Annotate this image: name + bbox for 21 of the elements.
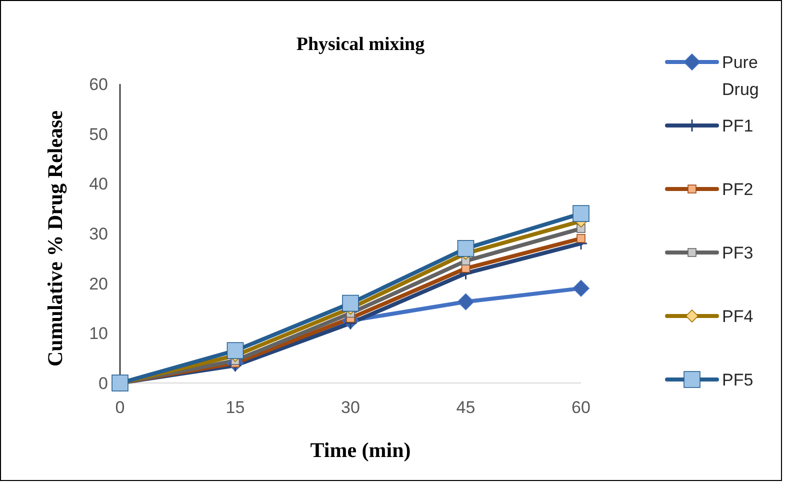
x-axis-title: Time (min) xyxy=(310,438,411,462)
y-axis-title: Cumulative % Drug Release xyxy=(43,110,67,367)
x-tick-label: 0 xyxy=(115,398,125,417)
y-tick-label: 20 xyxy=(89,274,108,294)
x-tick-label: 30 xyxy=(341,398,360,417)
legend-label: Pure Drug xyxy=(722,52,759,100)
legend-label: PF2 xyxy=(722,180,754,199)
y-tick-label: 30 xyxy=(89,224,108,244)
legend-label: PF3 xyxy=(722,243,754,262)
chart-title: Physical mixing xyxy=(296,34,426,55)
y-tick-label: 10 xyxy=(89,324,108,344)
x-tick-label: 15 xyxy=(226,398,245,417)
y-tick-label: 60 xyxy=(89,74,108,94)
x-tick-label: 45 xyxy=(456,398,476,417)
y-tick-label: 50 xyxy=(89,124,108,144)
x-tick-label: 60 xyxy=(572,398,590,417)
legend-label: PF5 xyxy=(722,370,754,390)
y-tick-label: 40 xyxy=(89,174,108,194)
legend-label: PF1 xyxy=(722,116,754,136)
legend-label: PF4 xyxy=(722,306,754,326)
y-tick-label: 0 xyxy=(98,374,108,393)
